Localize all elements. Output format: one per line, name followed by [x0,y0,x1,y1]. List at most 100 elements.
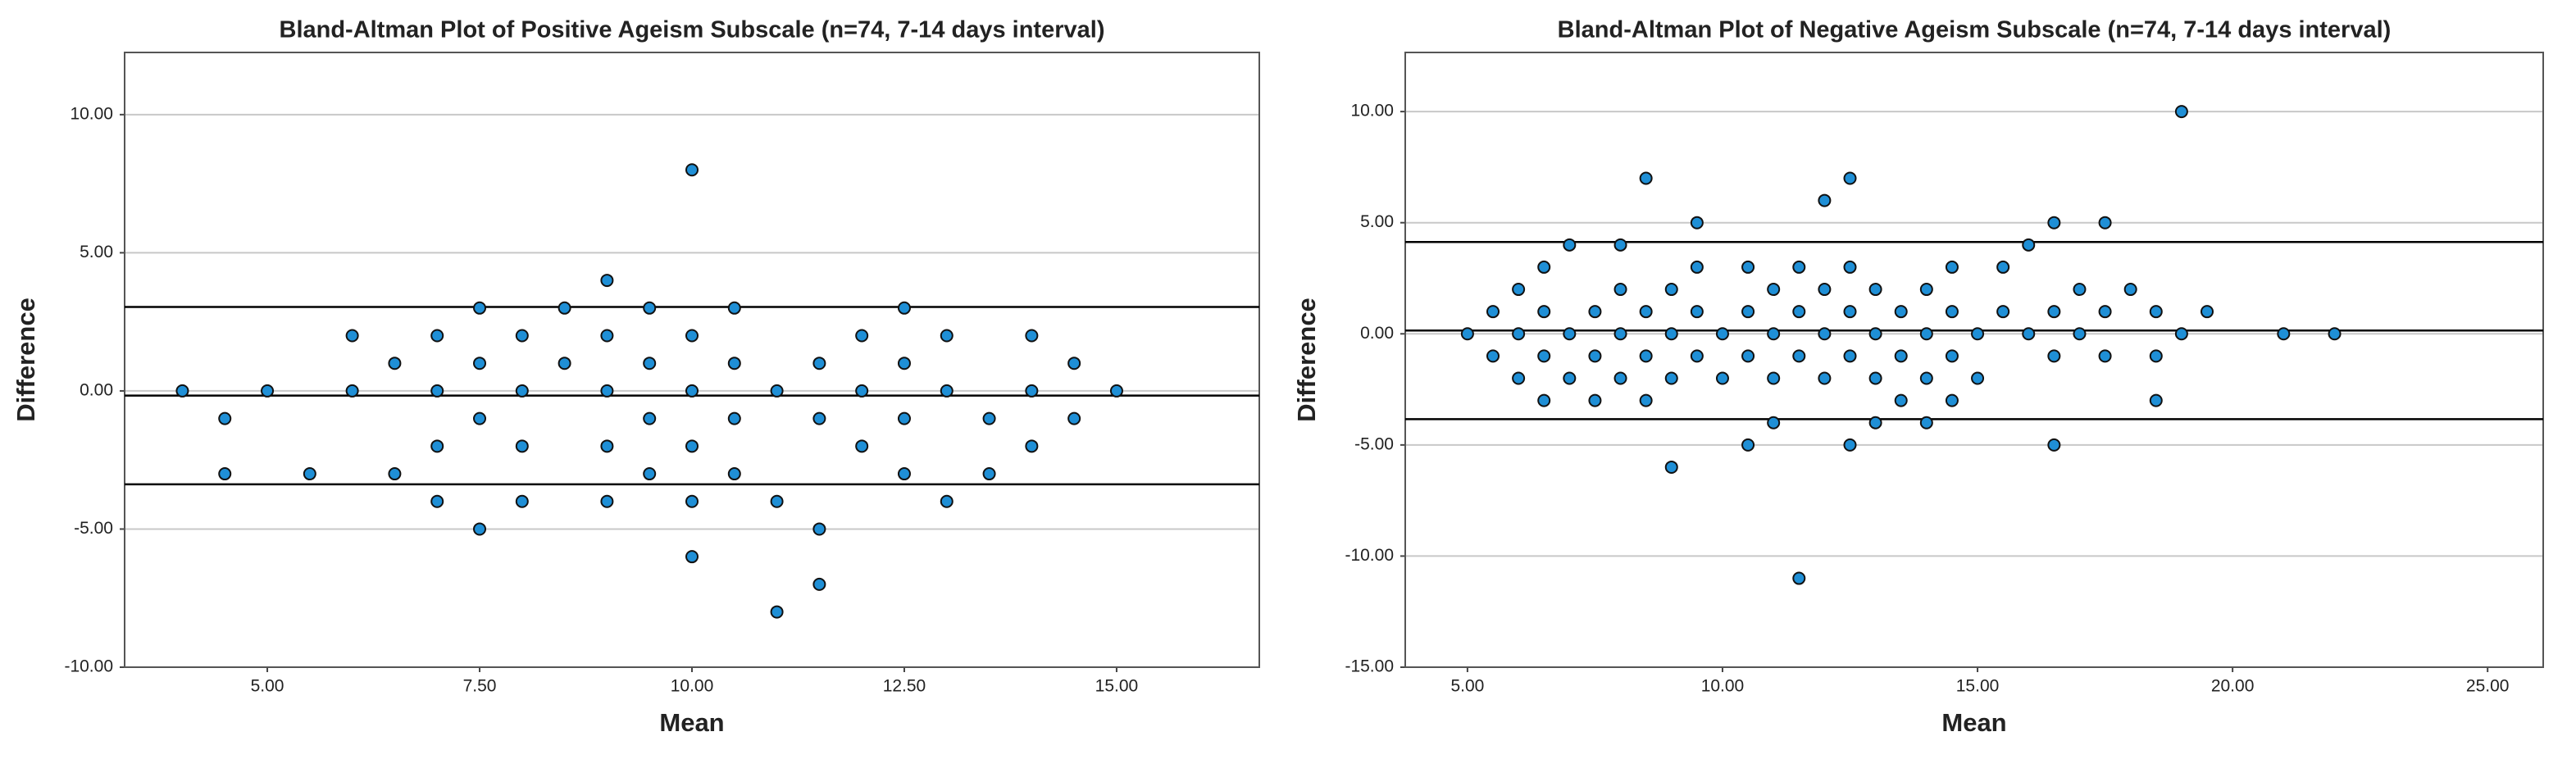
point [1690,349,1704,363]
point [1537,260,1551,274]
point [1512,327,1526,341]
point [1996,260,2010,274]
point [515,494,529,508]
x-tick-label: 5.00 [1450,677,1484,696]
point [430,384,444,398]
point [1792,349,1806,363]
y-tick-label: -15.00 [1345,657,1394,676]
point [1067,411,1081,425]
x-tick-label: 15.00 [1956,677,2000,696]
point [770,494,784,508]
point [2328,327,2342,341]
point [1563,371,1577,385]
y-axis-label: Difference [11,298,40,422]
point [515,439,529,453]
point [1664,327,1678,341]
point [1919,327,1933,341]
point [600,384,614,398]
point [897,411,911,425]
point [2073,283,2087,297]
point [1767,416,1781,429]
point [473,522,487,536]
point [1894,393,1908,407]
point [473,357,487,370]
point [2022,327,2036,341]
point [515,384,529,398]
y-tick-label: 5.00 [1360,212,1394,231]
point [1741,305,1755,319]
point [685,329,699,343]
point [1818,193,1832,207]
y-tick-label: 5.00 [80,243,113,261]
point [1588,305,1602,319]
point [727,357,741,370]
point [1563,327,1577,341]
point [1664,371,1678,385]
point [1894,349,1908,363]
point [388,357,402,370]
point [940,329,953,343]
point [727,301,741,315]
point [430,494,444,508]
point [1919,371,1933,385]
point [1996,305,2010,319]
point [1563,238,1577,252]
point [685,163,699,177]
point [558,301,571,315]
point [1741,349,1755,363]
point [1843,260,1857,274]
point [1537,393,1551,407]
point [2098,216,2112,230]
point [600,439,614,453]
point [1868,371,1882,385]
x-axis-label: Mean [659,708,724,737]
y-axis-label: Difference [1292,298,1321,422]
point [558,357,571,370]
point [345,329,359,343]
point [1588,393,1602,407]
point [1818,327,1832,341]
point [812,357,826,370]
point [473,301,487,315]
point [1868,283,1882,297]
chart-title: Bland-Altman Plot of Positive Ageism Sub… [280,17,1105,43]
point [2047,305,2061,319]
point [2022,238,2036,252]
point [1690,305,1704,319]
point [1588,349,1602,363]
point [1613,238,1627,252]
point [685,384,699,398]
point [600,274,614,288]
point [1639,171,1653,185]
point [2149,305,2163,319]
plot-frame [124,52,1260,668]
x-tick-label: 10.00 [671,677,714,696]
point [1613,327,1627,341]
point [1971,327,1985,341]
point [2174,327,2188,341]
point [897,357,911,370]
point [643,467,657,481]
point [2277,327,2291,341]
point [727,467,741,481]
point [218,467,232,481]
point [897,301,911,315]
point [1843,305,1857,319]
x-tick-label: 15.00 [1095,677,1139,696]
x-tick-label: 5.00 [251,677,284,696]
y-tick-label: -10.00 [1345,546,1394,565]
y-tick-label: 0.00 [80,380,113,399]
point [1025,439,1039,453]
x-axis-label: Mean [1941,708,2006,737]
point [1715,327,1729,341]
point [855,329,869,343]
point [1945,349,1959,363]
point [643,357,657,370]
point [727,411,741,425]
point [1639,393,1653,407]
point [770,384,784,398]
point [1664,460,1678,474]
point [303,467,316,481]
point [2201,305,2214,319]
